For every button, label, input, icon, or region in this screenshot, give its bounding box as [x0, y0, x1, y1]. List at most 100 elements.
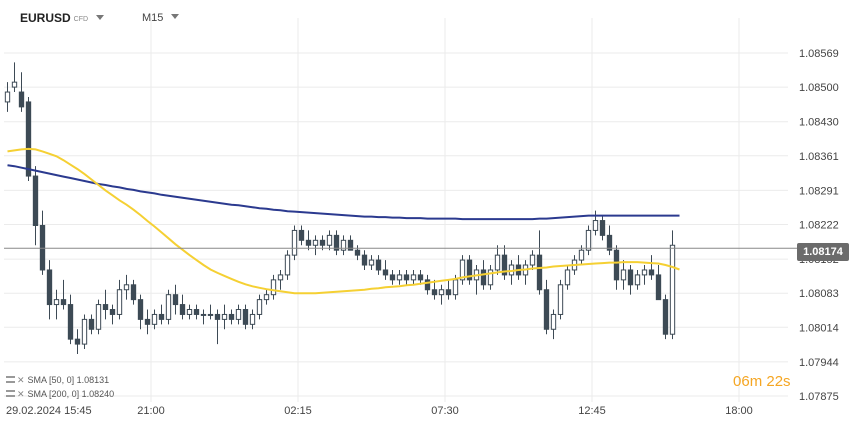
- candle: [102, 289, 109, 320]
- candle: [249, 309, 256, 330]
- candle: [662, 294, 669, 340]
- indicator-settings-icon[interactable]: [6, 376, 15, 383]
- x-axis: 29.02.2024 15:45 21:00 02:15 07:30 12:45 18:0…: [6, 405, 753, 417]
- candle-body: [592, 220, 599, 231]
- candle: [60, 279, 67, 310]
- candle: [4, 82, 11, 112]
- candle: [46, 260, 53, 320]
- candle: [613, 245, 620, 290]
- candle-body: [354, 249, 361, 256]
- candle: [543, 279, 550, 335]
- close-icon[interactable]: ✕: [17, 375, 25, 385]
- candle-body: [585, 229, 592, 251]
- candle: [599, 215, 606, 241]
- candle: [312, 235, 319, 256]
- candle-body: [81, 318, 88, 345]
- y-tick-label: 1.08569: [799, 48, 839, 60]
- candle-body: [333, 234, 340, 251]
- sma200-legend[interactable]: ✕ SMA [200, 0] 1.08240: [6, 389, 114, 400]
- candle: [417, 269, 424, 285]
- candle: [123, 274, 130, 300]
- x-tick-label: 21:00: [137, 405, 165, 417]
- candle: [291, 225, 298, 261]
- candle-body: [606, 234, 613, 251]
- y-tick-label: 1.08361: [799, 151, 839, 163]
- candle: [179, 294, 186, 320]
- chart-grid: [4, 18, 788, 402]
- y-tick-label: 1.08291: [799, 185, 839, 197]
- sma200-value: 1.08240: [81, 389, 115, 399]
- candle-body: [53, 299, 60, 306]
- candle: [445, 279, 452, 300]
- candle: [235, 304, 242, 325]
- chevron-down-icon: [96, 15, 105, 20]
- candle-body: [487, 269, 494, 286]
- candle-body: [662, 299, 669, 335]
- candle: [109, 304, 116, 325]
- candle-body: [130, 284, 137, 301]
- candle: [39, 210, 46, 275]
- candle-body: [431, 289, 438, 296]
- timeframe-selector[interactable]: M15: [142, 12, 180, 24]
- candle-body: [368, 259, 375, 266]
- candle-body: [137, 299, 144, 320]
- chevron-down-icon: [171, 14, 180, 19]
- x-tick-label: 29.02.2024 15:45: [6, 405, 92, 417]
- candle: [74, 329, 81, 354]
- candle: [375, 255, 382, 275]
- symbol-tag: CFD: [73, 16, 89, 23]
- candle: [256, 294, 263, 320]
- candle: [466, 255, 473, 285]
- candle: [67, 294, 74, 345]
- candle-body: [557, 284, 564, 315]
- candle-body: [256, 299, 263, 315]
- candle-body: [312, 239, 319, 246]
- candle-body: [578, 249, 585, 261]
- candle-body: [179, 304, 186, 315]
- candles: [4, 62, 676, 354]
- candle-body: [438, 289, 445, 296]
- candle-body: [326, 234, 333, 246]
- x-tick-label: 07:30: [431, 405, 459, 417]
- candle-body: [193, 309, 200, 315]
- candle: [242, 304, 249, 330]
- y-tick-label: 1.08500: [799, 82, 839, 94]
- candle: [18, 72, 25, 112]
- candle-body: [452, 279, 459, 296]
- candle: [634, 269, 641, 290]
- candle-body: [396, 274, 403, 281]
- chart-toolbar: EURUSD CFD M15: [0, 0, 859, 36]
- candle-body: [18, 91, 25, 108]
- candle: [116, 279, 123, 320]
- candle: [669, 230, 676, 340]
- candle-body: [417, 274, 424, 281]
- candle: [501, 245, 508, 280]
- close-icon[interactable]: ✕: [17, 389, 25, 399]
- candle-countdown: 06m 22s: [733, 373, 791, 390]
- candle-body: [95, 304, 102, 330]
- candle: [431, 279, 438, 300]
- candle: [557, 279, 564, 320]
- candle-body: [361, 254, 368, 266]
- sma50-legend[interactable]: ✕ SMA [50, 0] 1.08131: [6, 375, 109, 386]
- symbol-selector[interactable]: EURUSD CFD: [20, 11, 105, 25]
- timeframe-label: M15: [142, 12, 164, 24]
- candle-body: [67, 304, 74, 340]
- candle-body: [221, 313, 228, 320]
- y-tick-label: 1.08222: [799, 220, 839, 232]
- indicator-settings-icon[interactable]: [6, 390, 15, 397]
- candle-body: [375, 259, 382, 271]
- candle: [487, 265, 494, 290]
- candle-body: [648, 269, 655, 276]
- candle: [529, 250, 536, 270]
- candle-body: [242, 309, 249, 325]
- candle-body: [466, 259, 473, 281]
- candle-body: [627, 269, 634, 286]
- candle-body: [445, 289, 452, 296]
- candle: [606, 225, 613, 256]
- candle: [627, 265, 634, 295]
- y-tick-label: 1.08014: [799, 322, 839, 334]
- candle: [389, 269, 396, 285]
- candle: [340, 235, 347, 256]
